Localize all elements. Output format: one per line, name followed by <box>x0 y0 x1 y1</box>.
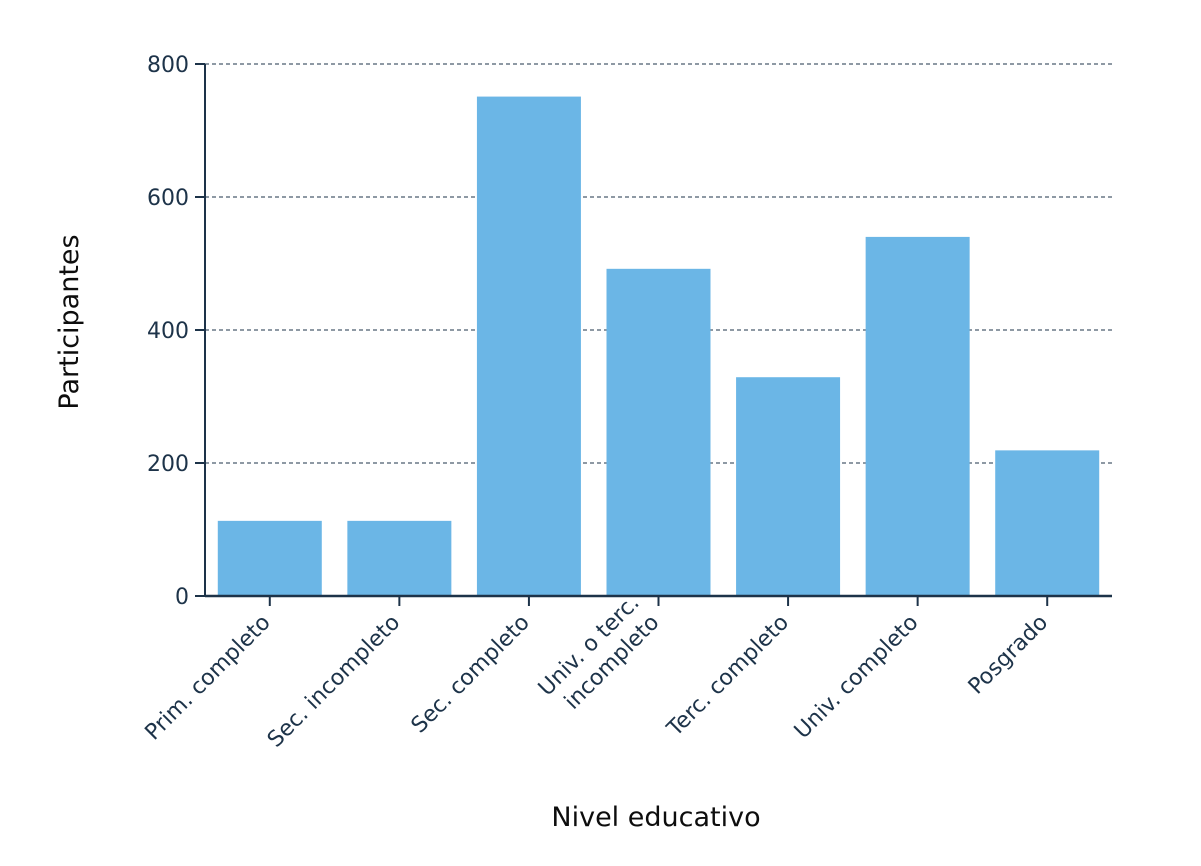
y-tick-labels: 0 200 400 600 800 <box>147 53 189 610</box>
x-tick-label: Univ. completo <box>790 610 924 744</box>
axes <box>195 63 1112 606</box>
x-tick-label: Prim. completo <box>141 610 276 745</box>
y-tick-label: 400 <box>147 319 189 344</box>
bar <box>736 377 841 596</box>
bar <box>217 520 322 596</box>
bars <box>217 96 1100 597</box>
x-tick-label: Univ. o terc.incompleto <box>534 590 665 714</box>
y-tick-label: 800 <box>147 53 189 78</box>
bar <box>865 236 970 596</box>
bar <box>476 96 581 597</box>
x-tick-label-line: Terc. completo <box>662 610 794 742</box>
x-tick-label: Sec. completo <box>407 610 535 738</box>
x-axis-title: Nivel educativo <box>551 802 760 833</box>
bar <box>347 520 452 596</box>
y-axis-title: Participantes <box>54 234 85 409</box>
x-tick-label-line: Univ. completo <box>790 610 924 744</box>
x-tick-label-line: Sec. incompleto <box>263 610 405 752</box>
x-tick-label-line: Posgrado <box>964 610 1053 699</box>
x-tick-label: Terc. completo <box>662 610 794 742</box>
y-tick-label: 200 <box>147 452 189 477</box>
x-tick-label-line: Prim. completo <box>141 610 276 745</box>
bar <box>606 268 711 596</box>
y-tick-label: 600 <box>147 186 189 211</box>
x-tick-label-line: Sec. completo <box>407 610 535 738</box>
y-tick-label: 0 <box>175 585 189 610</box>
x-tick-label: Posgrado <box>964 610 1053 699</box>
x-tick-label: Sec. incompleto <box>263 610 405 752</box>
bar <box>995 450 1100 596</box>
